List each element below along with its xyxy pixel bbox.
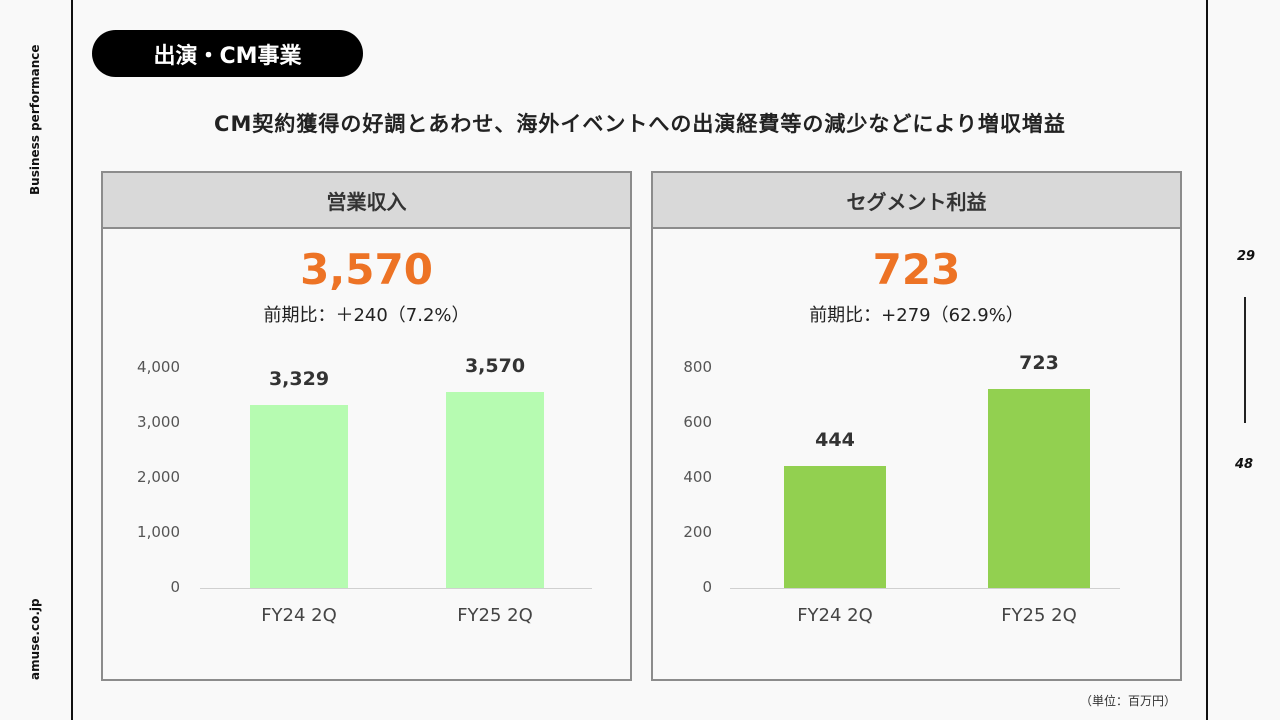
unit-note: （単位：百万円） [1080,694,1177,708]
y-tick-label: 200 [683,523,712,541]
bar-value-label: 444 [815,428,855,451]
x-axis-line [200,588,592,589]
bar-value-label: 3,570 [464,354,526,377]
panel-header: 営業収入 [103,173,630,229]
page-separator [1244,297,1246,423]
y-tick-label: 0 [170,578,180,596]
page-number: 29 [1237,249,1256,264]
site-label: amuse.co.jp [28,598,42,680]
panel-header: セグメント利益 [653,173,1180,229]
right-divider [1206,0,1208,720]
y-tick-label: 4,000 [137,358,180,376]
panel-segment-profit: セグメント利益 723 前期比：+279（62.9%） [651,171,1182,681]
headline-value: 3,570 [300,245,433,294]
page-total: 48 [1235,457,1254,472]
y-tick-label: 800 [683,358,712,376]
y-tick-label: 3,000 [137,413,180,431]
bar-value-label: 3,329 [268,367,330,390]
y-tick-label: 2,000 [137,468,180,486]
x-tick-label: FY24 2Q [797,605,873,626]
x-tick-label: FY25 2Q [457,605,533,626]
headline-value: 723 [872,245,961,294]
y-tick-label: 1,000 [137,523,180,541]
x-tick-label: FY25 2Q [1001,605,1077,626]
y-tick-label: 0 [702,578,712,596]
headline: CM契約獲得の好調とあわせ、海外イベントへの出演経費等の減少などにより増収増益 [214,112,1066,136]
y-tick-label: 600 [683,413,712,431]
comparison-text: 前期比：+279（62.9%） [809,305,1024,326]
y-tick-label: 400 [683,468,712,486]
bar [988,389,1090,588]
page-title: 出演・CM事業 [92,30,363,77]
bar [446,391,544,588]
bar-value-label: 723 [1019,352,1059,375]
section-label: Business performance [28,44,42,195]
comparison-text: 前期比：＋240（7.2%） [263,305,470,326]
x-tick-label: FY24 2Q [261,605,337,626]
bar [250,404,348,588]
x-axis-line [730,588,1120,589]
left-divider [71,0,73,720]
bar [784,465,886,588]
